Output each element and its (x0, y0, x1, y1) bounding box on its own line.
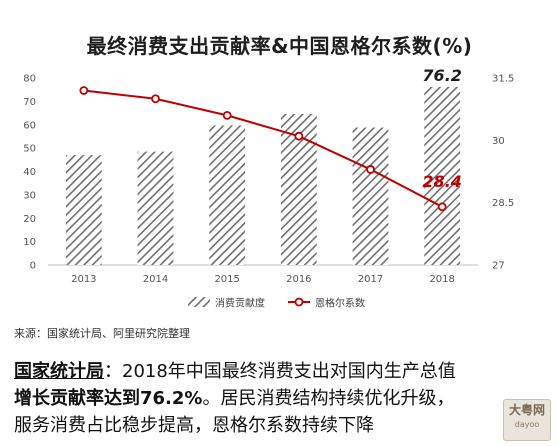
watermark-logo: 大粤网 dayoo (503, 399, 551, 441)
data-label: 28.4 (422, 172, 461, 191)
summary-line-1-text: 2018年中国最终消费支出对国内生产总值 (122, 361, 456, 382)
combo-chart: 0 10 20 30 40 50 60 70 80 27 28.5 30 31.5 2013 2014 201… (23, 66, 514, 310)
summary-highlight: 增长贡献率达到76.2% (14, 388, 203, 409)
x-tick-label: 2015 (214, 274, 239, 285)
line-point (79, 86, 89, 95)
summary-line-1: 国家统计局：2018年中国最终消费支出对国内生产总值 (14, 358, 554, 385)
summary-line-3-text: 服务消费占比稳步提高，恩格尔系数持续下降 (14, 415, 374, 436)
line-point (151, 94, 160, 104)
legend-bar-label: 消费贡献度 (215, 297, 265, 310)
y-left-tick-label: 40 (23, 167, 36, 178)
line-point (294, 131, 304, 141)
bar (209, 125, 246, 265)
y-left-tick-label: 10 (23, 237, 36, 248)
watermark-text: 大粤网 (508, 403, 545, 417)
y-left-tick-label: 50 (23, 144, 36, 155)
bar (137, 151, 174, 265)
legend-bar-swatch (188, 297, 210, 307)
line-point (437, 202, 447, 212)
x-tick-label: 2014 (143, 274, 168, 285)
y-left-tick-label: 0 (30, 261, 36, 272)
legend-line-marker (294, 297, 304, 307)
y-left-tick-label: 70 (23, 97, 36, 108)
x-tick-label: 2018 (429, 274, 454, 285)
summary-paragraph: 国家统计局：2018年中国最终消费支出对国内生产总值 增长贡献率达到76.2%。… (14, 358, 554, 439)
x-tick-label: 2013 (71, 274, 96, 285)
line-point (222, 111, 232, 120)
y-left-tick-label: 20 (23, 214, 36, 225)
watermark-sub: dayoo (514, 420, 540, 429)
source-note: 来源：国家统计局、阿里研究院整理 (14, 327, 190, 340)
chart-title: 最终消费支出贡献率&中国恩格尔系数(%) (86, 34, 473, 58)
bar (352, 127, 389, 266)
y-left-tick-label: 60 (23, 120, 36, 131)
y-right-tick-label: 31.5 (492, 74, 514, 85)
legend-line-label: 恩格尔系数 (315, 297, 365, 310)
x-tick-label: 2016 (286, 274, 311, 285)
data-label: 76.2 (422, 66, 461, 85)
y-right-tick-label: 30 (492, 136, 505, 147)
line-series-path (83, 89, 443, 208)
summary-line-2-text: 。居民消费结构持续优化升级， (202, 388, 455, 409)
summary-line-2: 增长贡献率达到76.2%。居民消费结构持续优化升级， (14, 385, 554, 412)
x-tick-label: 2017 (358, 274, 383, 285)
y-left-tick-label: 30 (23, 190, 36, 201)
bar (65, 155, 102, 265)
summary-colon: ： (104, 361, 122, 382)
y-left-tick-label: 80 (23, 74, 36, 85)
y-right-tick-label: 28.5 (492, 198, 514, 209)
y-right-tick-label: 27 (492, 261, 505, 272)
line-point (366, 165, 375, 174)
summary-line-3: 服务消费占比稳步提高，恩格尔系数持续下降 (14, 412, 554, 439)
bar (424, 86, 461, 265)
summary-lead: 国家统计局 (14, 361, 104, 382)
